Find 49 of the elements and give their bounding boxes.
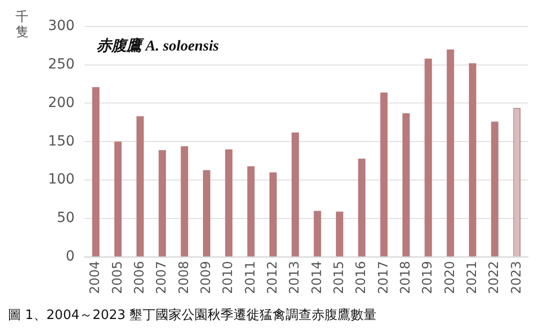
x-tick-label: 2010 — [221, 260, 236, 294]
x-tick-label: 2013 — [288, 260, 303, 294]
y-tick-label: 250 — [48, 56, 75, 72]
bar — [446, 49, 454, 256]
bar — [269, 172, 277, 256]
y-tick-label: 100 — [48, 172, 75, 188]
x-tick-label: 2015 — [332, 260, 347, 294]
x-tick-label: 2004 — [88, 260, 104, 294]
bar — [424, 58, 432, 256]
x-tick-label: 2014 — [310, 260, 325, 294]
x-tick-label: 2019 — [420, 260, 436, 294]
y-tick-label: 200 — [48, 94, 75, 111]
x-tick-label: 2018 — [398, 260, 414, 294]
bar — [92, 87, 100, 256]
bar — [468, 63, 476, 256]
x-tick-label: 2008 — [176, 260, 192, 294]
x-tick-label: 2020 — [442, 260, 458, 294]
x-tick-label: 2012 — [265, 260, 280, 294]
x-tick-label: 2021 — [464, 260, 480, 294]
bar — [358, 158, 366, 256]
y-axis-title: 千隻 — [14, 10, 30, 40]
x-tick-label: 2005 — [110, 260, 126, 294]
x-tick-label: 2017 — [376, 260, 392, 294]
caption: 圖 1、2004～2023 墾丁國家公園秋季遷徙猛禽調查赤腹鷹數量 — [8, 307, 378, 324]
x-tick-label: 2007 — [154, 260, 170, 294]
bar — [158, 150, 166, 256]
bar — [292, 132, 299, 256]
x-tick-label: 2006 — [132, 260, 148, 294]
x-tick-label: 2011 — [243, 260, 258, 294]
bar — [380, 92, 388, 256]
x-tick-label: 2023 — [509, 260, 524, 294]
bar — [491, 122, 498, 256]
bar — [136, 116, 144, 256]
y-tick-label: 300 — [48, 18, 75, 34]
x-tick-label: 2016 — [354, 260, 370, 294]
x-tick-label: 2022 — [487, 260, 502, 294]
y-tick-label: 150 — [48, 133, 75, 150]
bar — [225, 149, 232, 256]
bar — [336, 212, 344, 256]
y-tick-label: 0 — [66, 248, 75, 265]
bar — [247, 166, 255, 256]
bar — [114, 142, 122, 256]
y-tick-label: 50 — [56, 210, 75, 226]
bar — [402, 113, 410, 256]
bar — [202, 170, 210, 256]
x-tick-label: 2009 — [199, 260, 214, 294]
bar — [314, 210, 322, 256]
bar — [180, 146, 188, 256]
text: 赤腹鷹 A. soloensis — [96, 36, 219, 54]
